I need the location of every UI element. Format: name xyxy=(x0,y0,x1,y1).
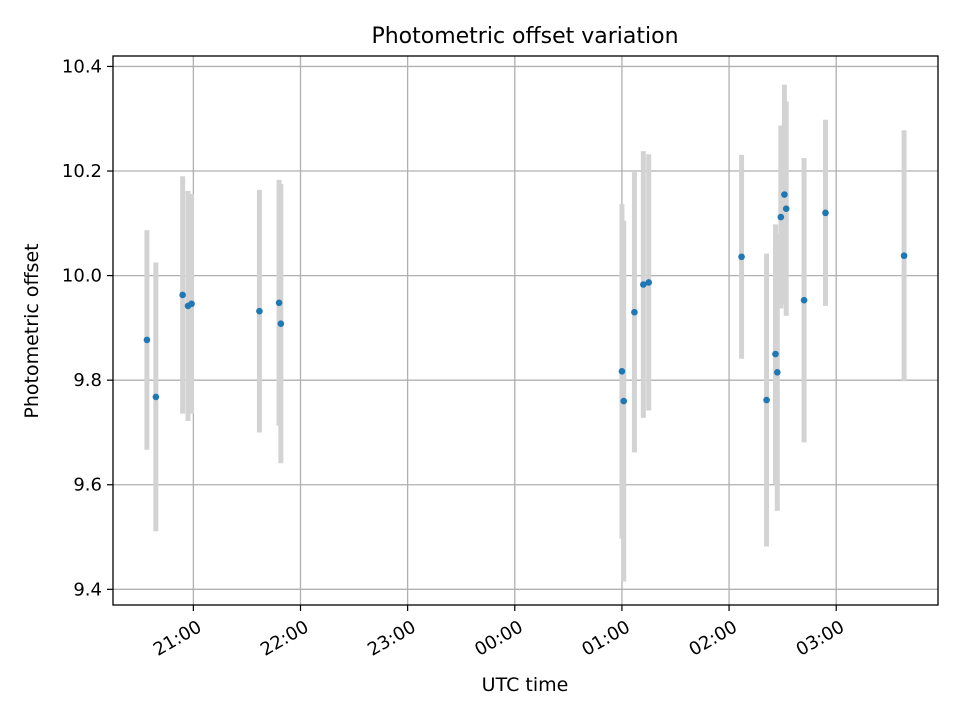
data-point xyxy=(772,350,779,358)
data-point xyxy=(640,281,647,288)
y-tick-label: 10.0 xyxy=(62,266,102,287)
data-point xyxy=(645,279,653,286)
x-axis-label: UTC time xyxy=(482,674,569,696)
data-point xyxy=(738,253,745,261)
data-point xyxy=(618,367,626,375)
data-point xyxy=(781,191,788,198)
data-point xyxy=(275,299,283,307)
data-point xyxy=(631,308,638,316)
data-point xyxy=(152,393,160,401)
data-point xyxy=(777,213,785,221)
y-tick-label: 9.6 xyxy=(73,475,102,496)
plot-frame xyxy=(112,55,939,606)
y-tick-label: 9.4 xyxy=(73,579,102,600)
data-point xyxy=(277,320,285,328)
data-point xyxy=(800,296,808,304)
y-tick-label: 9.8 xyxy=(73,370,102,391)
data-point xyxy=(763,396,770,404)
data-point xyxy=(773,369,781,376)
y-axis-label: Photometric offset xyxy=(21,243,43,418)
y-tick-label: 10.2 xyxy=(62,161,102,182)
data-point xyxy=(822,209,829,217)
data-point xyxy=(620,397,628,405)
data-point xyxy=(782,205,790,212)
data-point xyxy=(143,336,151,344)
y-tick-label: 10.4 xyxy=(62,56,102,77)
data-point xyxy=(256,307,263,315)
data-point xyxy=(900,252,908,260)
chart-title: Photometric offset variation xyxy=(371,24,678,49)
data-point xyxy=(188,300,195,308)
data-points xyxy=(143,191,908,405)
data-point xyxy=(179,291,186,299)
